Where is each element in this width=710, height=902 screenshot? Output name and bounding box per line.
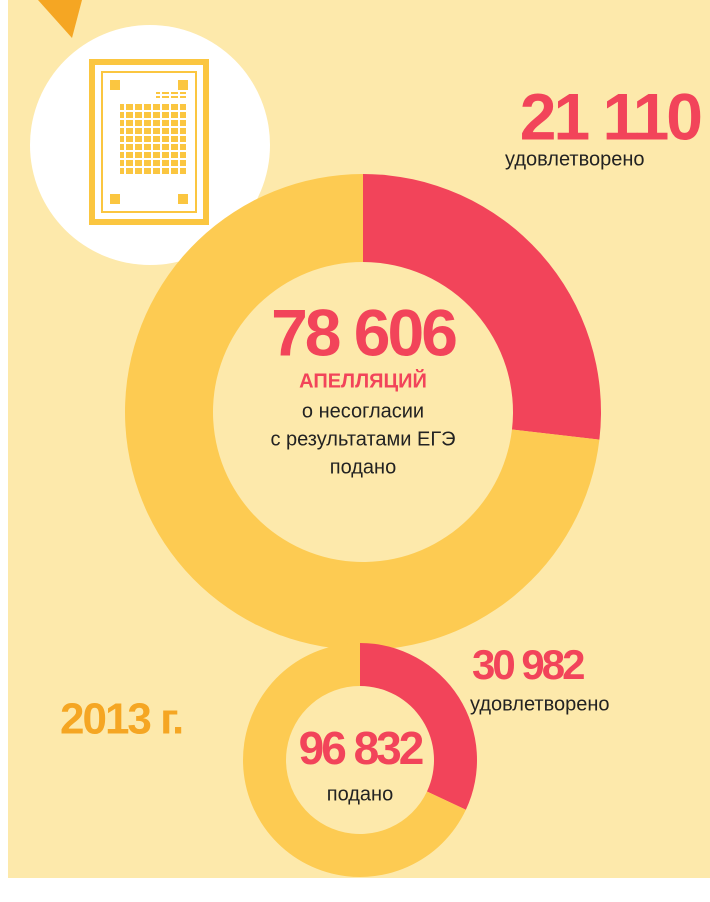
donut-segment: [360, 643, 477, 810]
donut-segment: [125, 174, 600, 650]
document-icon: [89, 59, 209, 225]
total-label: 78 606: [271, 295, 456, 369]
value-caption: удовлетворено: [505, 148, 645, 170]
pointer: [38, 0, 82, 38]
caption-head: АПЕЛЛЯЦИЙ: [299, 368, 427, 392]
total-label: 96 832: [299, 722, 423, 774]
caption: о несогласии: [302, 400, 424, 422]
caption: подано: [327, 783, 393, 805]
donut-segment: [243, 643, 466, 878]
value-caption: удовлетворено: [470, 693, 610, 715]
year-title: 2013 г.: [60, 695, 182, 744]
donut-segment: [363, 174, 601, 440]
caption: подано: [330, 456, 396, 478]
value-label: 30 982: [472, 641, 584, 688]
value-label: 21 110: [520, 79, 701, 153]
caption: с результатами ЕГЭ: [270, 428, 455, 450]
